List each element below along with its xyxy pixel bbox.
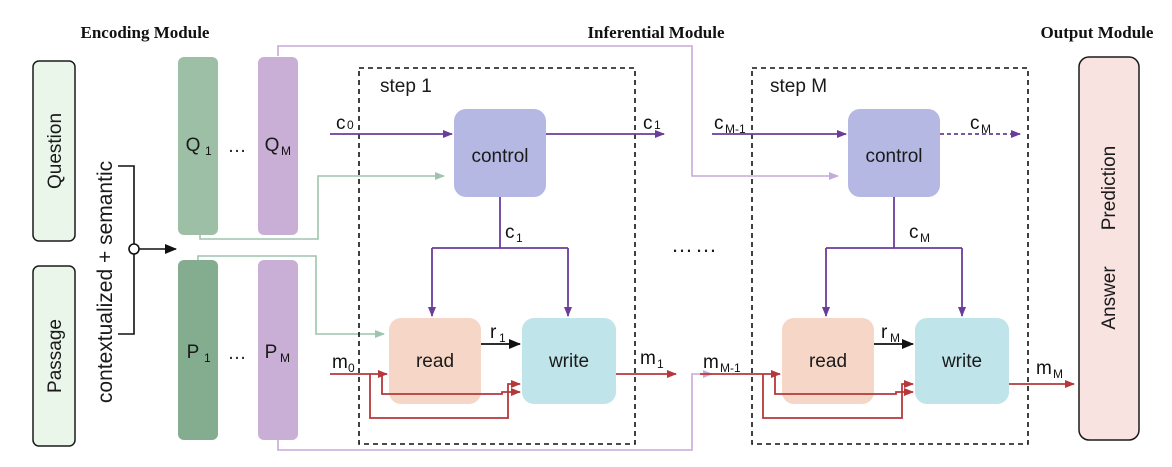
answer-prediction-box: Answer Prediction bbox=[1078, 56, 1140, 441]
encoder-q1-column: Q 1 bbox=[178, 57, 218, 235]
q1-subscript: 1 bbox=[205, 144, 212, 158]
step-m-read-label: read bbox=[809, 351, 847, 372]
qm-subscript: M bbox=[281, 144, 291, 158]
m1-label: m bbox=[640, 348, 656, 369]
cm-branch-label: c bbox=[909, 222, 919, 243]
step-1-box bbox=[358, 67, 636, 445]
c0-subscript: 0 bbox=[347, 118, 354, 132]
encoder-p-ellipsis: … bbox=[228, 343, 247, 364]
header-output-module: Output Module bbox=[1041, 23, 1154, 42]
pm-subscript: M bbox=[280, 351, 290, 365]
m0-label: m bbox=[332, 352, 348, 373]
m1-subscript: 1 bbox=[657, 357, 664, 371]
step-1-write-unit: write bbox=[522, 318, 616, 404]
step-1-label: step 1 bbox=[380, 76, 432, 97]
step-m-control-label: control bbox=[865, 146, 922, 167]
encoder-qm-column: Q M bbox=[258, 57, 298, 235]
c1-branch-line bbox=[432, 197, 568, 249]
r1-subscript: 1 bbox=[499, 331, 506, 345]
encoder-q-ellipsis: … bbox=[228, 136, 247, 157]
mm-label: m bbox=[1036, 358, 1052, 379]
pm-label: P bbox=[265, 342, 278, 363]
question-input-box: Question bbox=[32, 60, 76, 242]
qm-label: Q bbox=[265, 135, 280, 156]
mm1-subscript: M-1 bbox=[720, 361, 741, 375]
cm-branch-subscript: M bbox=[920, 231, 930, 245]
step-m-control-unit: control bbox=[848, 109, 940, 197]
mm-subscript: M bbox=[1053, 367, 1063, 381]
step-1-write-label: write bbox=[548, 351, 589, 372]
m0-bypass-to-write bbox=[369, 374, 521, 419]
c1-branch-label: c bbox=[505, 222, 515, 243]
c0-label: c bbox=[336, 113, 346, 134]
header-inferential-module: Inferential Module bbox=[587, 23, 725, 42]
encoder-pm-column: P M bbox=[258, 260, 298, 440]
mm1-bypass-to-write-2 bbox=[774, 374, 914, 396]
c1-branch-subscript: 1 bbox=[516, 231, 523, 245]
passage-input-box: Passage bbox=[32, 265, 76, 447]
cm1-subscript: M-1 bbox=[725, 122, 746, 136]
q1-label: Q bbox=[186, 135, 201, 156]
encoder-junction bbox=[128, 243, 140, 255]
m0-subscript: 0 bbox=[348, 361, 355, 375]
encoder-p1-column: P 1 bbox=[178, 260, 218, 440]
answer-label: Answer bbox=[1099, 266, 1120, 330]
prediction-label: Prediction bbox=[1099, 146, 1120, 231]
rm-subscript: M bbox=[890, 331, 900, 345]
header-encoding-module: Encoding Module bbox=[81, 23, 210, 42]
question-label: Question bbox=[45, 113, 66, 189]
mm1-label: m bbox=[703, 352, 719, 373]
step-m-write-unit: write bbox=[915, 318, 1009, 404]
r1-label: r bbox=[490, 322, 497, 343]
pm-link-line bbox=[277, 370, 713, 451]
cm-out-subscript: M bbox=[981, 122, 991, 136]
q1-link-line bbox=[199, 172, 445, 240]
mm1-bypass-to-write bbox=[762, 374, 914, 419]
step-m-label: step M bbox=[770, 76, 827, 97]
steps-ellipsis: …… bbox=[671, 232, 719, 257]
step-1-control-label: control bbox=[471, 146, 528, 167]
qm-link-line bbox=[277, 45, 839, 180]
m0-bypass-to-write-2 bbox=[381, 374, 521, 396]
c1-out-subscript: 1 bbox=[654, 118, 661, 132]
step-m-write-label: write bbox=[941, 351, 982, 372]
step-1-read-unit: read bbox=[389, 318, 481, 404]
p1-subscript: 1 bbox=[204, 351, 211, 365]
step-m-box bbox=[751, 67, 1029, 445]
p1-label: P bbox=[187, 342, 200, 363]
step-1-control-unit: control bbox=[454, 109, 546, 197]
encoder-label: contextualized + semantic bbox=[94, 161, 117, 403]
cm-branch-line bbox=[826, 197, 962, 249]
step-m-read-unit: read bbox=[782, 318, 874, 404]
rm-label: r bbox=[881, 322, 888, 343]
passage-label: Passage bbox=[45, 319, 66, 393]
p1-link-line bbox=[197, 255, 385, 338]
cm1-label: c bbox=[714, 113, 724, 134]
step-1-read-label: read bbox=[416, 351, 454, 372]
c1-out-label: c bbox=[643, 113, 653, 134]
cm-out-label: c bbox=[970, 113, 980, 134]
